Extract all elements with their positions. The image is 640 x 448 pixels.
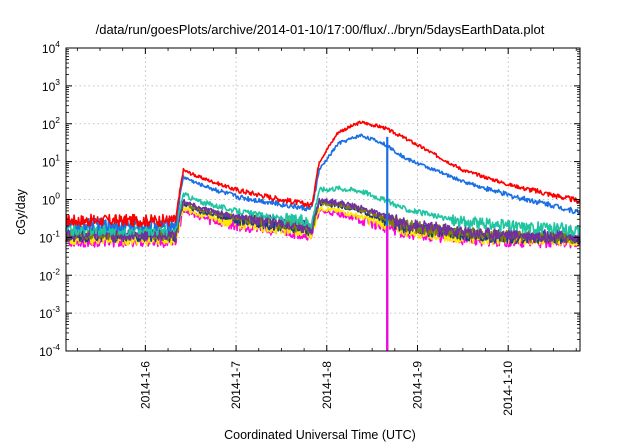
- x-tick-label: 2014-1-7: [229, 361, 243, 409]
- series-line: [65, 185, 581, 237]
- x-tick-label: 2014-1-10: [501, 361, 515, 416]
- x-tick-label: 2014-1-8: [320, 361, 334, 409]
- chart-title: /data/run/goesPlots/archive/2014-01-10/1…: [95, 22, 545, 37]
- x-tick-labels: 2014-1-6 2014-1-7 2014-1-8 2014-1-9 2014-1-1…: [138, 361, 515, 416]
- series-line: [65, 120, 581, 228]
- y-axis-label: cGy/day: [13, 189, 28, 235]
- series-line: [65, 133, 581, 232]
- x-axis-label: Coordinated Universal Time (UTC): [224, 428, 416, 442]
- series-group: [65, 120, 581, 351]
- x-tick-label: 2014-1-6: [138, 361, 152, 409]
- axis-ticks: [66, 47, 580, 352]
- series-line: [65, 197, 581, 244]
- x-tick-label: 2014-1-9: [410, 361, 424, 409]
